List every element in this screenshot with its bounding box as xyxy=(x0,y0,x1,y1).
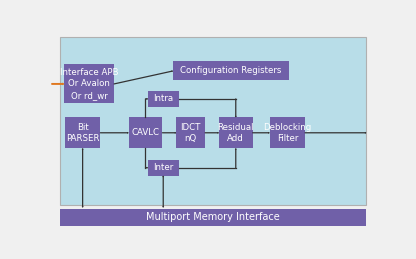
Text: Intra: Intra xyxy=(153,94,173,103)
Bar xyxy=(60,208,366,226)
Text: Residual
Add: Residual Add xyxy=(218,123,254,143)
Bar xyxy=(129,117,162,148)
Text: Bit
PARSER: Bit PARSER xyxy=(66,123,99,143)
Bar xyxy=(173,61,289,81)
Bar xyxy=(65,117,100,148)
Bar xyxy=(148,91,178,107)
Text: Configuration Registers: Configuration Registers xyxy=(180,67,282,75)
Text: Inter: Inter xyxy=(153,163,173,172)
Text: CAVLC: CAVLC xyxy=(131,128,159,137)
Text: Deblocking
Filter: Deblocking Filter xyxy=(263,123,312,143)
Text: IDCT
nQ: IDCT nQ xyxy=(181,123,201,143)
Bar xyxy=(148,160,178,176)
Text: Interface APB
Or Avalon
Or rd_wr: Interface APB Or Avalon Or rd_wr xyxy=(60,68,118,100)
Bar xyxy=(270,117,305,148)
Text: Multiport Memory Interface: Multiport Memory Interface xyxy=(146,212,280,222)
Bar xyxy=(60,37,366,205)
Bar xyxy=(64,64,114,103)
Bar xyxy=(219,117,253,148)
Bar xyxy=(176,117,205,148)
